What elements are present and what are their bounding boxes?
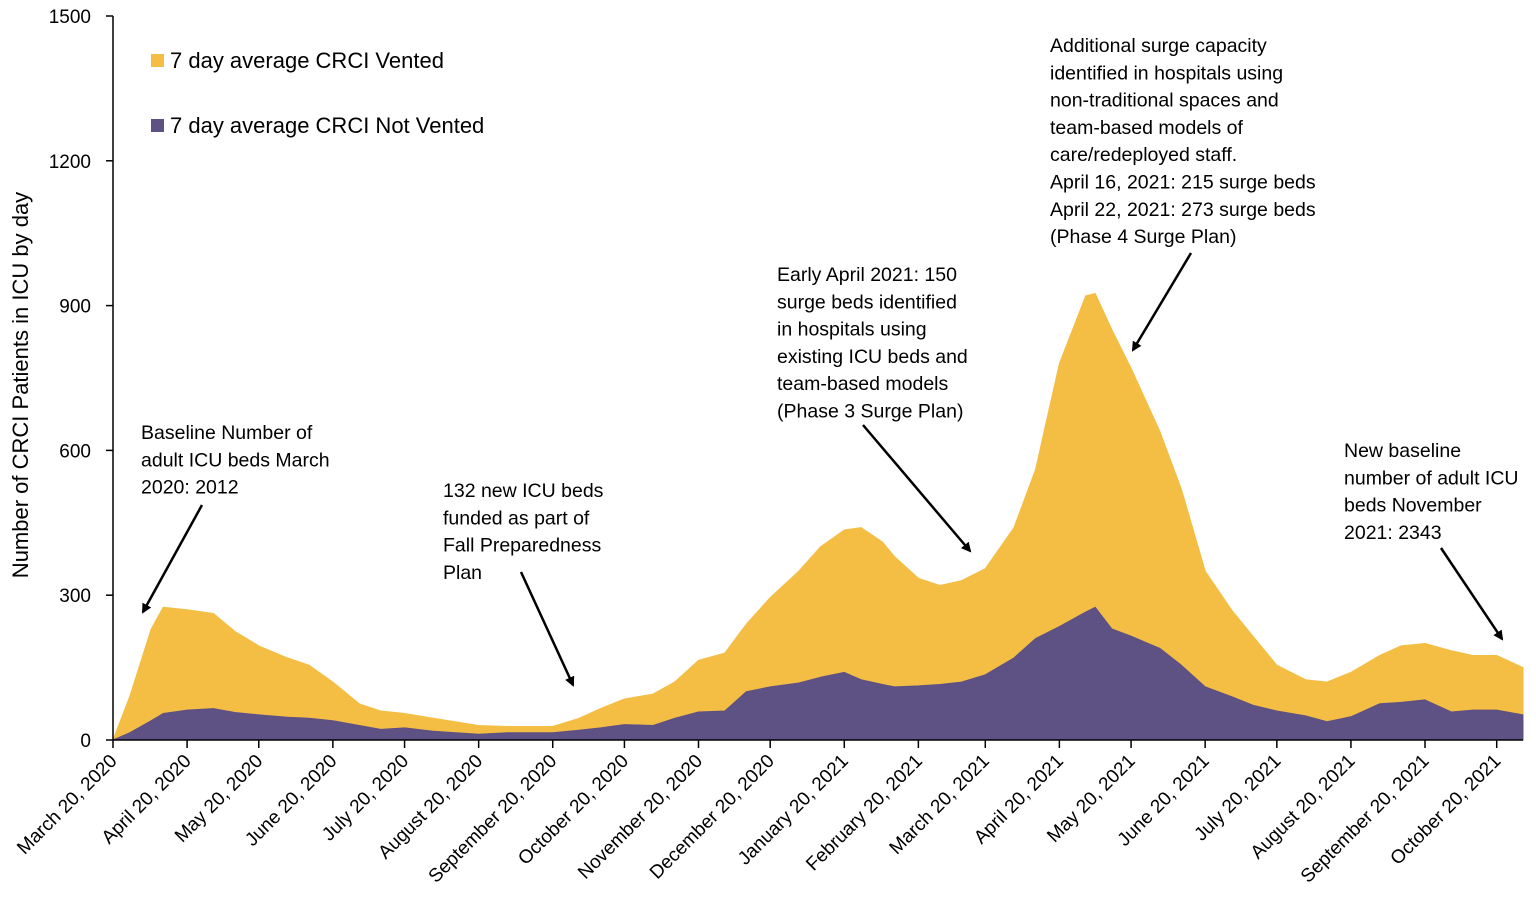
annotation-line: 2020: 2012: [141, 477, 239, 499]
arrow-phase3: [862, 424, 972, 553]
annotation-line: New baseline: [1344, 440, 1461, 462]
x-tick-label: September 20, 2021: [1297, 751, 1434, 888]
annotation-line: adult ICU beds March: [141, 449, 330, 471]
annotation-new-baseline: New baseline number of adult ICU beds Nove…: [1344, 440, 1519, 544]
annotations: Baseline Number of adult ICU beds March 20…: [141, 35, 1519, 584]
annotation-line: Baseline Number of: [141, 422, 313, 444]
annotation-line: existing ICU beds and: [777, 346, 968, 368]
y-tick-label: 300: [59, 586, 91, 607]
annotation-fall-preparedness: 132 new ICU beds funded as part of Fall Pr…: [443, 480, 604, 584]
arrow-new-baseline: [1439, 547, 1504, 641]
annotation-line: beds November: [1344, 495, 1482, 517]
annotation-line: non-traditional spaces and: [1050, 90, 1279, 112]
legend-label-vented: 7 day average CRCI Vented: [170, 48, 444, 73]
annotation-line: April 22, 2021: 273 surge beds: [1050, 199, 1316, 221]
y-axis-label: Number of CRCI Patients in ICU by day: [8, 192, 33, 578]
y-tick-label: 0: [80, 731, 91, 752]
y-tick-label: 900: [59, 297, 91, 318]
annotation-line: in hospitals using: [777, 319, 927, 341]
annotation-line: 2021: 2343: [1344, 522, 1442, 544]
annotation-line: (Phase 4 Surge Plan): [1050, 226, 1236, 248]
annotation-baseline-2020: Baseline Number of adult ICU beds March 20…: [141, 422, 330, 499]
y-tick-label: 1200: [49, 152, 91, 173]
annotation-line: identified in hospitals using: [1050, 62, 1283, 84]
legend-swatch-vented: [151, 54, 164, 67]
annotation-line: Early April 2021: 150: [777, 264, 957, 286]
annotation-phase3: Early April 2021: 150 surge beds identifi…: [777, 264, 968, 423]
x-tick-label: September 20, 2020: [425, 751, 562, 888]
legend: 7 day average CRCI Vented 7 day average …: [151, 48, 484, 138]
annotation-line: team-based models of: [1050, 117, 1244, 139]
annotation-line: number of adult ICU: [1344, 467, 1519, 489]
annotation-line: surge beds identified: [777, 291, 957, 313]
y-tick-label: 600: [59, 441, 91, 462]
arrow-fall-preparedness: [519, 571, 575, 687]
arrow-baseline-2020: [141, 504, 204, 614]
annotation-line: Fall Preparedness: [443, 535, 601, 557]
arrow-phase4: [1131, 252, 1193, 352]
y-ticks: 0 300 600 900 1200 1500: [49, 7, 113, 752]
annotation-line: team-based models: [777, 373, 949, 395]
y-tick-label: 1500: [49, 7, 91, 28]
annotation-line: 132 new ICU beds: [443, 480, 604, 502]
annotation-line: funded as part of: [443, 507, 590, 529]
annotation-arrows: [141, 252, 1504, 687]
annotation-line: April 16, 2021: 215 surge beds: [1050, 172, 1316, 194]
annotation-phase4: Additional surge capacity identified in h…: [1050, 35, 1316, 248]
annotation-line: (Phase 3 Surge Plan): [777, 401, 963, 423]
x-tick-label: March 20, 2020: [13, 751, 121, 859]
annotation-line: Plan: [443, 562, 482, 584]
annotation-line: Additional surge capacity: [1050, 35, 1267, 57]
annotation-line: care/redeployed staff.: [1050, 144, 1237, 166]
x-tick-label: December 20, 2020: [646, 751, 779, 884]
legend-label-not-vented: 7 day average CRCI Not Vented: [170, 113, 484, 138]
x-tick-label: November 20, 2020: [574, 751, 707, 884]
legend-swatch-not-vented: [151, 119, 164, 132]
